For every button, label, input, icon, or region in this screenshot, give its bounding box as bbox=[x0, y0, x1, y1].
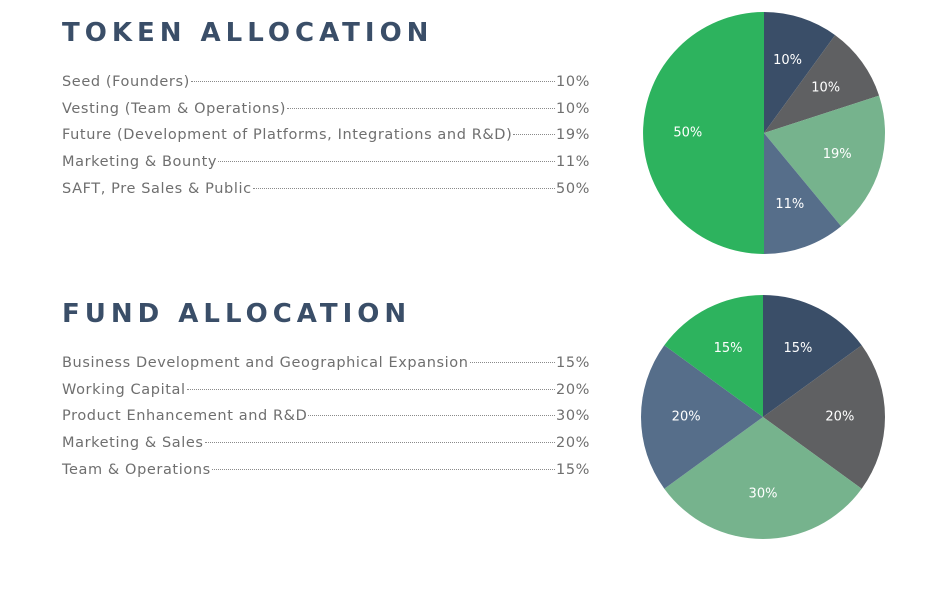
token-allocation-pie-chart: 10% 10% 19% 11% 50% bbox=[643, 12, 885, 254]
list-item: Marketing & Bounty 11% bbox=[62, 149, 592, 176]
item-label: Future (Development of Platforms, Integr… bbox=[62, 127, 513, 144]
list-item: Vesting (Team & Operations) 10% bbox=[62, 96, 592, 123]
item-label: Team & Operations bbox=[62, 461, 211, 478]
slice-label: 30% bbox=[749, 486, 778, 501]
item-percent: 15% bbox=[556, 461, 591, 478]
slice-label: 19% bbox=[823, 147, 852, 162]
list-item: Working Capital 20% bbox=[62, 377, 592, 404]
fund-allocation-title: FUND ALLOCATION bbox=[62, 299, 412, 329]
list-item: Business Development and Geographical Ex… bbox=[62, 350, 592, 377]
token-allocation-title: TOKEN ALLOCATION bbox=[62, 18, 434, 48]
list-item: Future (Development of Platforms, Integr… bbox=[62, 122, 592, 149]
slice-label: 15% bbox=[714, 341, 743, 356]
item-percent: 11% bbox=[556, 154, 591, 171]
item-label: Working Capital bbox=[62, 381, 186, 398]
pie-slice bbox=[664, 417, 862, 539]
pie-slice bbox=[664, 295, 763, 417]
slice-label: 11% bbox=[775, 197, 804, 212]
list-item: Product Enhancement and R&D 30% bbox=[62, 403, 592, 430]
pie-slice bbox=[643, 12, 764, 254]
pie-slice bbox=[641, 345, 763, 489]
list-item: Seed (Founders) 10% bbox=[62, 69, 592, 96]
item-label: Business Development and Geographical Ex… bbox=[62, 355, 469, 371]
item-percent: 10% bbox=[556, 74, 591, 90]
list-item: Marketing & Sales 20% bbox=[62, 430, 592, 457]
item-label: Seed (Founders) bbox=[62, 74, 190, 90]
list-item: Team & Operations 15% bbox=[62, 457, 592, 484]
fund-allocation-pie-chart: 15% 20% 30% 20% 15% bbox=[641, 295, 885, 539]
pie-slice bbox=[764, 95, 885, 227]
item-percent: 50% bbox=[556, 180, 591, 197]
pie-slice bbox=[763, 295, 862, 417]
slice-label: 15% bbox=[783, 341, 812, 356]
slice-label: 20% bbox=[825, 410, 854, 425]
list-item: SAFT, Pre Sales & Public 50% bbox=[62, 176, 592, 203]
pie-slice bbox=[764, 133, 842, 254]
item-label: Vesting (Team & Operations) bbox=[62, 100, 287, 117]
pie-slice bbox=[763, 345, 885, 489]
item-label: Product Enhancement and R&D bbox=[62, 408, 308, 425]
item-percent: 10% bbox=[556, 100, 591, 117]
slice-label: 20% bbox=[672, 410, 701, 425]
item-percent: 30% bbox=[556, 408, 591, 425]
item-percent: 15% bbox=[556, 355, 591, 371]
slice-label: 10% bbox=[773, 53, 802, 68]
slice-label: 10% bbox=[811, 81, 840, 96]
item-percent: 20% bbox=[556, 435, 591, 452]
fund-allocation-list: Business Development and Geographical Ex… bbox=[62, 350, 592, 483]
slice-label: 50% bbox=[673, 126, 702, 141]
item-label: SAFT, Pre Sales & Public bbox=[62, 180, 252, 197]
item-percent: 19% bbox=[556, 127, 591, 144]
pie-slice bbox=[764, 12, 836, 133]
item-percent: 20% bbox=[556, 381, 591, 398]
item-label: Marketing & Bounty bbox=[62, 154, 218, 171]
item-label: Marketing & Sales bbox=[62, 435, 204, 452]
pie-slice bbox=[764, 35, 880, 133]
token-allocation-list: Seed (Founders) 10% Vesting (Team & Opera… bbox=[62, 69, 592, 202]
